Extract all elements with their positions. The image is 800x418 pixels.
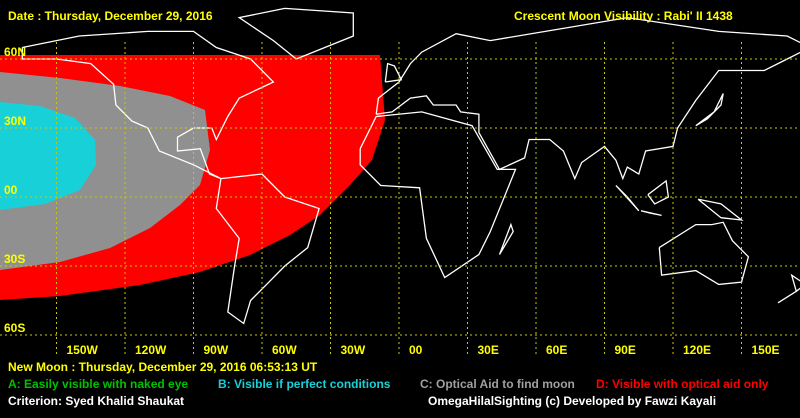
coastline: [498, 222, 514, 255]
legend-c: C: Optical Aid to find moon: [420, 377, 575, 391]
longitude-label: 150E: [752, 343, 780, 357]
coastline: [215, 173, 320, 325]
criterion: Criterion: Syed Khalid Shaukat: [8, 394, 184, 408]
coastline: [777, 273, 800, 304]
legend-d: D: Visible with optical aid only: [596, 377, 769, 391]
longitude-label: 00: [409, 343, 423, 357]
longitude-label: 90E: [615, 343, 636, 357]
graticule: [0, 42, 800, 356]
coastline: [695, 93, 724, 127]
coastline: [375, 16, 800, 181]
coastline: [647, 179, 670, 205]
title: Crescent Moon Visibility : Rabi' II 1438: [514, 9, 733, 23]
coastline: [697, 198, 744, 221]
latitude-label: 60N: [4, 45, 26, 59]
new-moon: New Moon : Thursday, December 29, 2016 0…: [8, 360, 318, 374]
latitude-label: 30N: [4, 114, 26, 128]
longitude-label: 90W: [204, 343, 229, 357]
visibility-zones: [0, 55, 385, 300]
coastline: [21, 30, 275, 180]
coastline: [359, 111, 517, 279]
credit: OmegaHilalSighting (c) Developed by Fawz…: [428, 394, 716, 408]
zone-b: [0, 102, 96, 210]
legend-a: A: Easily visible with naked eye: [8, 377, 188, 391]
latitude-label: 00: [4, 183, 18, 197]
legend-b: B: Visible if perfect conditions: [218, 377, 391, 391]
grid-labels: 60N 30N 00 30S 60S 150W 120W 90W 60W 30W 00 30E 60E 9…: [4, 45, 780, 357]
latitude-label: 60S: [4, 321, 25, 335]
coastline: [615, 185, 640, 212]
longitude-label: 60W: [272, 343, 297, 357]
longitude-label: 150W: [67, 343, 99, 357]
date: Date : Thursday, December 29, 2016: [8, 9, 213, 23]
longitude-label: 60E: [546, 343, 567, 357]
longitude-label: 30E: [478, 343, 499, 357]
coastlines: [21, 7, 800, 325]
coastline: [640, 210, 662, 217]
longitude-label: 120W: [135, 343, 167, 357]
longitude-label: 30W: [341, 343, 366, 357]
longitude-label: 120E: [683, 343, 711, 357]
latitude-label: 30S: [4, 252, 25, 266]
coastline: [658, 221, 750, 286]
coastline: [384, 62, 403, 83]
